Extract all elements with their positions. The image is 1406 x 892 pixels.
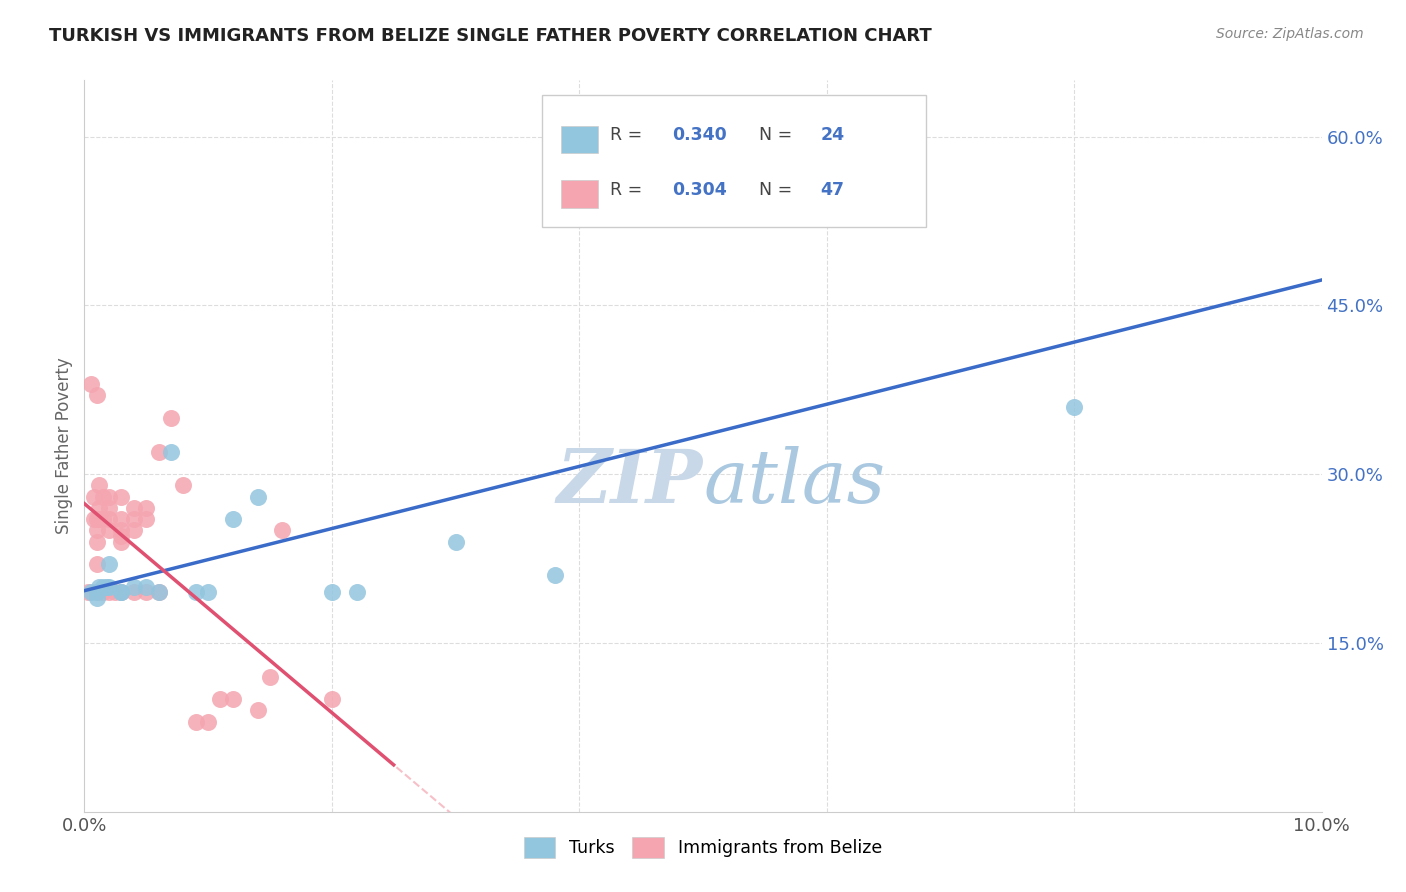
Y-axis label: Single Father Poverty: Single Father Poverty xyxy=(55,358,73,534)
Point xyxy=(89,512,111,526)
Point xyxy=(86,524,108,538)
Point xyxy=(91,585,114,599)
Point xyxy=(630,175,652,189)
Point xyxy=(259,670,281,684)
Point xyxy=(135,500,157,515)
Point xyxy=(444,534,467,549)
Point xyxy=(135,585,157,599)
Point xyxy=(209,692,232,706)
Point xyxy=(122,585,145,599)
Text: ZIP: ZIP xyxy=(557,446,703,519)
Point xyxy=(246,703,269,717)
Point xyxy=(104,585,127,599)
Legend: Turks, Immigrants from Belize: Turks, Immigrants from Belize xyxy=(517,830,889,865)
Point xyxy=(89,500,111,515)
Point xyxy=(98,512,121,526)
FancyBboxPatch shape xyxy=(561,126,598,153)
Point xyxy=(122,500,145,515)
Point xyxy=(148,444,170,458)
Point xyxy=(96,580,118,594)
Text: atlas: atlas xyxy=(703,446,886,519)
FancyBboxPatch shape xyxy=(543,95,925,227)
Point xyxy=(1063,400,1085,414)
Text: 47: 47 xyxy=(821,181,845,199)
Point xyxy=(222,512,245,526)
Point xyxy=(160,410,183,425)
Point xyxy=(246,490,269,504)
Point xyxy=(86,557,108,571)
Point xyxy=(122,512,145,526)
Text: 24: 24 xyxy=(821,126,845,145)
Point xyxy=(110,529,132,543)
Point xyxy=(86,388,108,402)
Point xyxy=(148,585,170,599)
Point xyxy=(160,444,183,458)
Point xyxy=(110,524,132,538)
Point xyxy=(222,692,245,706)
Point xyxy=(184,714,207,729)
Point xyxy=(122,524,145,538)
Point xyxy=(110,534,132,549)
Point xyxy=(543,568,565,582)
Point xyxy=(98,524,121,538)
Point xyxy=(197,714,219,729)
Point xyxy=(91,490,114,504)
Point xyxy=(86,591,108,605)
Point xyxy=(148,585,170,599)
Point xyxy=(135,512,157,526)
Point xyxy=(184,585,207,599)
Point xyxy=(110,585,132,599)
Point xyxy=(98,490,121,504)
Point xyxy=(98,585,121,599)
Text: TURKISH VS IMMIGRANTS FROM BELIZE SINGLE FATHER POVERTY CORRELATION CHART: TURKISH VS IMMIGRANTS FROM BELIZE SINGLE… xyxy=(49,27,932,45)
Text: N =: N = xyxy=(759,181,797,199)
Point xyxy=(110,490,132,504)
Point xyxy=(89,580,111,594)
Text: Source: ZipAtlas.com: Source: ZipAtlas.com xyxy=(1216,27,1364,41)
Point xyxy=(346,585,368,599)
Point xyxy=(77,585,100,599)
Point xyxy=(110,585,132,599)
Point xyxy=(197,585,219,599)
Point xyxy=(271,524,294,538)
Point xyxy=(122,580,145,594)
Point xyxy=(83,512,105,526)
Point xyxy=(86,585,108,599)
Point xyxy=(98,580,121,594)
Point xyxy=(110,512,132,526)
Text: R =: R = xyxy=(610,126,648,145)
Point xyxy=(98,557,121,571)
Point xyxy=(79,585,101,599)
Text: R =: R = xyxy=(610,181,648,199)
Point xyxy=(91,580,114,594)
Text: 0.304: 0.304 xyxy=(672,181,727,199)
Text: N =: N = xyxy=(759,126,797,145)
Point xyxy=(321,585,343,599)
Point xyxy=(98,500,121,515)
Point xyxy=(86,585,108,599)
Point xyxy=(86,512,108,526)
Point xyxy=(83,490,105,504)
Point xyxy=(91,512,114,526)
Text: 0.340: 0.340 xyxy=(672,126,727,145)
Point xyxy=(89,478,111,492)
Point xyxy=(110,585,132,599)
Point xyxy=(135,580,157,594)
Point xyxy=(86,534,108,549)
Point xyxy=(321,692,343,706)
FancyBboxPatch shape xyxy=(561,180,598,209)
Point xyxy=(79,377,101,392)
Point xyxy=(172,478,194,492)
